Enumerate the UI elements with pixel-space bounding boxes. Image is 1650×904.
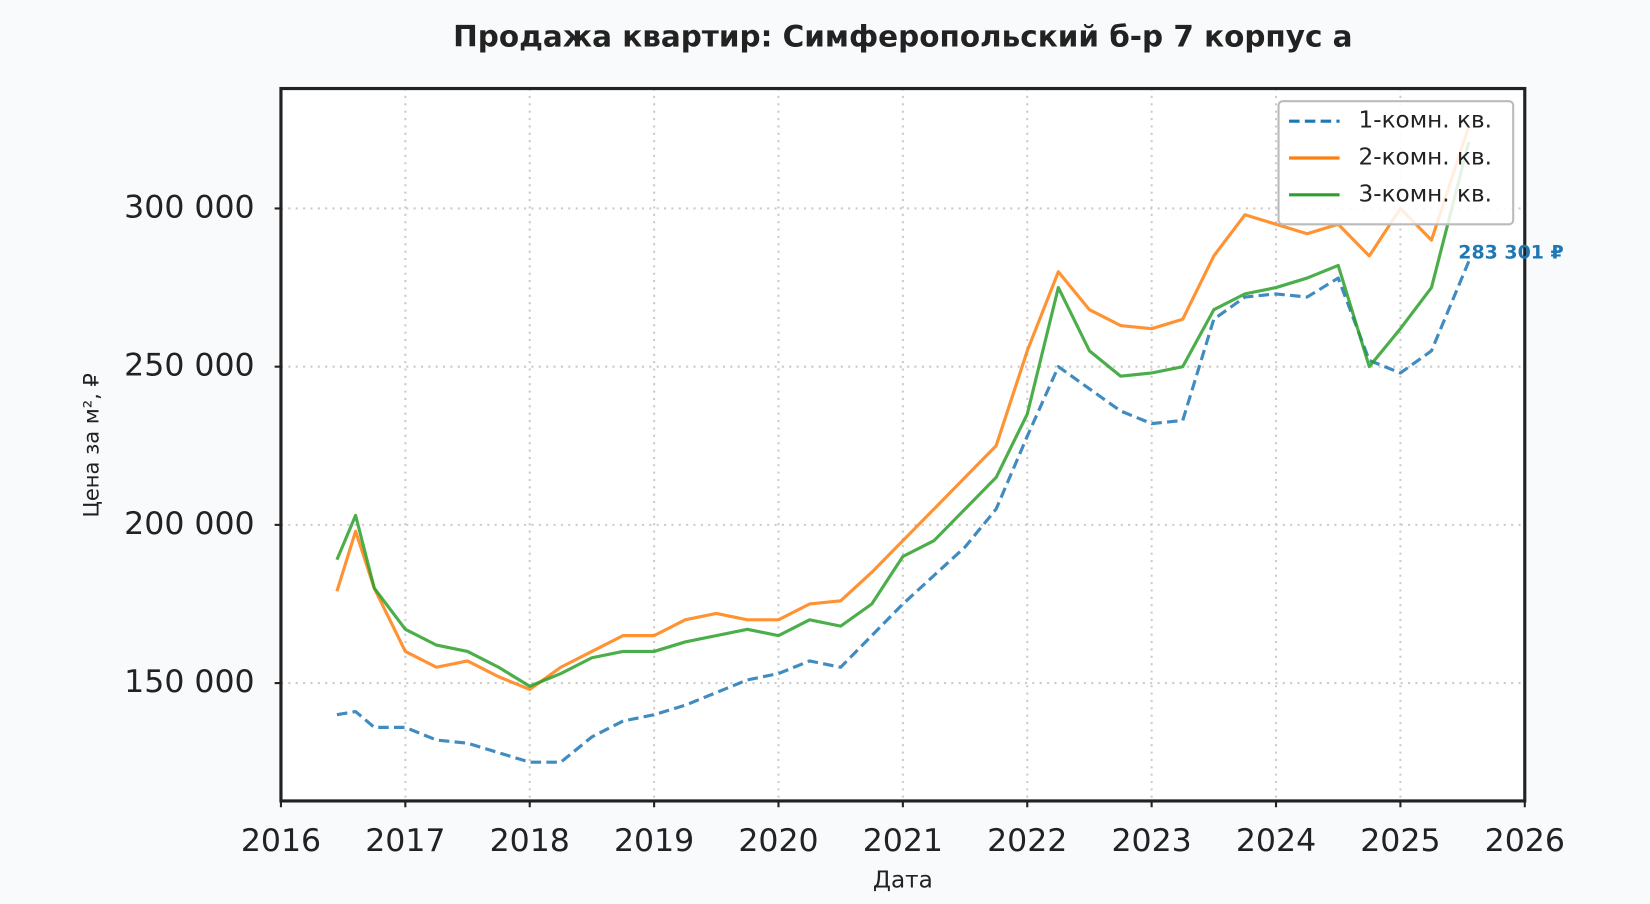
y-tick-label: 200 000 [124, 506, 254, 542]
x-tick-label: 2026 [1485, 823, 1565, 859]
x-tick-label: 2020 [738, 823, 818, 859]
end-value-label: 283 301 ₽ [1458, 241, 1563, 263]
x-axis-label: Дата [873, 867, 933, 893]
y-tick-label: 250 000 [124, 348, 254, 384]
y-axis-label: Цена за м², ₽ [79, 373, 104, 517]
x-tick-label: 2018 [490, 823, 570, 859]
x-tick-label: 2023 [1111, 823, 1191, 859]
x-tick-label: 2025 [1360, 823, 1440, 859]
x-tick-label: 2022 [987, 823, 1067, 859]
x-tick-label: 2024 [1236, 823, 1316, 859]
x-tick-label: 2016 [241, 823, 321, 859]
series-line [336, 260, 1471, 764]
legend-label: 1-комн. кв. [1359, 108, 1492, 134]
y-tick-label: 300 000 [124, 189, 254, 225]
legend-label: 3-комн. кв. [1359, 181, 1492, 207]
series-line [335, 141, 1471, 688]
x-tick-label: 2017 [365, 823, 445, 859]
legend-label: 2-комн. кв. [1359, 144, 1492, 170]
y-tick-label: 150 000 [124, 664, 254, 700]
x-tick-label: 2019 [614, 823, 694, 859]
series-line [335, 125, 1471, 691]
x-tick-label: 2021 [863, 823, 943, 859]
plot-frame [279, 86, 1527, 803]
chart-title: Продажа квартир: Симферопольский б-р 7 к… [453, 20, 1352, 54]
